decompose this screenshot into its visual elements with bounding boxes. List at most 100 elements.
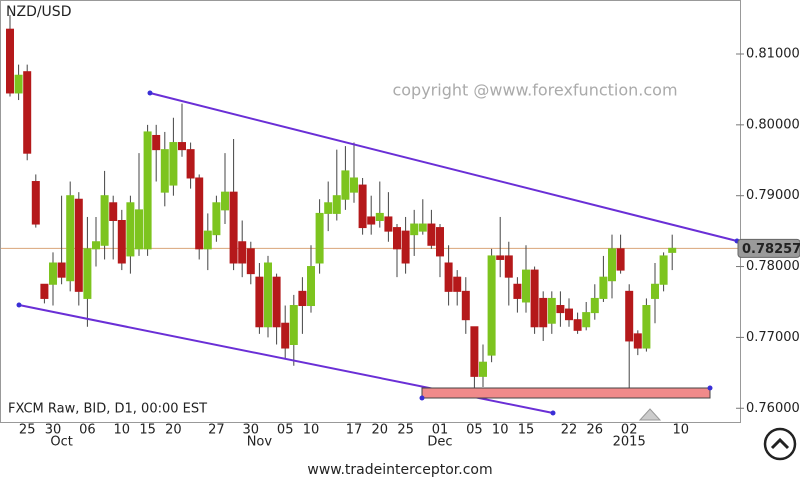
y-tick-label: 0.80000 bbox=[746, 117, 800, 132]
x-tick-label: 25 bbox=[397, 423, 414, 438]
x-tick-label: 06 bbox=[79, 423, 96, 438]
x-tick-label: 17 bbox=[346, 423, 363, 438]
candle-body bbox=[608, 248, 616, 282]
x-tick-label: 30 bbox=[45, 423, 62, 438]
candle-body bbox=[83, 248, 92, 299]
candle-body bbox=[152, 134, 161, 151]
last-price-label: 0.78257 bbox=[742, 242, 800, 257]
candle-body bbox=[74, 198, 83, 292]
x-tick-label: 02 bbox=[621, 423, 638, 438]
candle-body bbox=[14, 74, 23, 94]
candle-body bbox=[350, 177, 358, 193]
candle-body bbox=[221, 191, 229, 211]
candle-body bbox=[470, 326, 479, 377]
watermark: copyright @www.forexfunction.com bbox=[392, 81, 677, 100]
candle-body bbox=[513, 283, 522, 299]
candle-body bbox=[324, 202, 333, 214]
candle-body bbox=[186, 149, 195, 179]
candle-body bbox=[659, 255, 668, 285]
candle-body bbox=[367, 216, 376, 225]
support-zone bbox=[421, 387, 711, 399]
scroll-up-button[interactable] bbox=[763, 427, 797, 461]
candle-body bbox=[57, 262, 66, 278]
candle-body bbox=[668, 247, 677, 253]
candle-body bbox=[6, 28, 14, 94]
candle-body bbox=[169, 142, 178, 186]
candle-body bbox=[642, 305, 651, 349]
feed-label: FXCM Raw, BID, D1, 00:00 EST bbox=[8, 402, 207, 417]
candle-body bbox=[264, 262, 272, 328]
candle-body bbox=[203, 230, 212, 250]
y-tick-label: 0.78000 bbox=[746, 259, 800, 274]
candle-body bbox=[453, 276, 462, 292]
x-tick-label: 30 bbox=[243, 423, 260, 438]
candle-body bbox=[401, 230, 410, 264]
trendline-handle bbox=[16, 302, 22, 308]
candle-body bbox=[358, 184, 367, 229]
candle-body bbox=[522, 269, 530, 303]
candle-body bbox=[332, 195, 341, 214]
candle-body bbox=[341, 170, 350, 200]
candle-body bbox=[504, 255, 513, 278]
candle-body bbox=[547, 297, 556, 324]
candle-body bbox=[625, 290, 634, 342]
candle-body bbox=[281, 322, 290, 349]
candle-body bbox=[539, 297, 548, 328]
candle-body bbox=[178, 142, 186, 151]
candle-body bbox=[100, 195, 109, 246]
candle-body bbox=[40, 283, 49, 299]
x-tick-label: 26 bbox=[587, 423, 604, 438]
candle-body bbox=[31, 181, 40, 225]
candle-body bbox=[246, 248, 255, 275]
candle-body bbox=[633, 333, 642, 349]
candle-body bbox=[92, 241, 100, 250]
candle-body bbox=[238, 241, 247, 264]
candle-body bbox=[410, 223, 419, 236]
x-tick-label: 10 bbox=[673, 423, 690, 438]
x-month-label: 2015 bbox=[613, 435, 646, 450]
scroll-marker bbox=[638, 408, 662, 421]
candle-body bbox=[565, 308, 573, 321]
candle-body bbox=[530, 269, 539, 328]
candle-body bbox=[427, 223, 436, 246]
candle-body bbox=[126, 202, 135, 257]
candle-body bbox=[212, 202, 221, 236]
x-tick-label: 15 bbox=[139, 423, 156, 438]
zone-handle bbox=[419, 395, 425, 401]
x-tick-label: 10 bbox=[492, 423, 509, 438]
x-tick-label: 01 bbox=[432, 423, 449, 438]
x-tick-label: 25 bbox=[19, 423, 36, 438]
candle-body bbox=[195, 177, 204, 250]
candle-body bbox=[556, 305, 565, 314]
x-tick-label: 15 bbox=[518, 423, 535, 438]
x-tick-label: 05 bbox=[277, 423, 294, 438]
x-tick-label: 20 bbox=[165, 423, 182, 438]
candle-body bbox=[109, 202, 118, 221]
trendline-handle bbox=[147, 90, 153, 96]
candle-body bbox=[49, 262, 57, 285]
x-tick-label: 20 bbox=[372, 423, 389, 438]
x-month-label: Dec bbox=[427, 435, 452, 450]
x-tick-label: 10 bbox=[303, 423, 320, 438]
y-tick-label: 0.77000 bbox=[746, 330, 800, 345]
candle-body bbox=[418, 223, 427, 232]
candle-body bbox=[590, 297, 599, 314]
footer: www.tradeinterceptor.com bbox=[307, 462, 492, 478]
candle-body bbox=[255, 276, 264, 328]
trendline-handle bbox=[550, 410, 556, 416]
candle-body bbox=[315, 212, 324, 264]
x-tick-label: 10 bbox=[114, 423, 131, 438]
candle-body bbox=[496, 255, 505, 260]
candle-body bbox=[307, 266, 315, 307]
candle-body bbox=[582, 312, 591, 328]
candle-body bbox=[487, 255, 496, 356]
candle-body bbox=[384, 216, 393, 232]
zone-handle bbox=[707, 385, 713, 391]
candle-body bbox=[573, 319, 582, 331]
candle-body bbox=[444, 262, 453, 292]
candle-body bbox=[160, 149, 169, 193]
candle-body bbox=[375, 212, 384, 221]
x-tick-label: 27 bbox=[208, 423, 225, 438]
candle-body bbox=[436, 227, 444, 257]
